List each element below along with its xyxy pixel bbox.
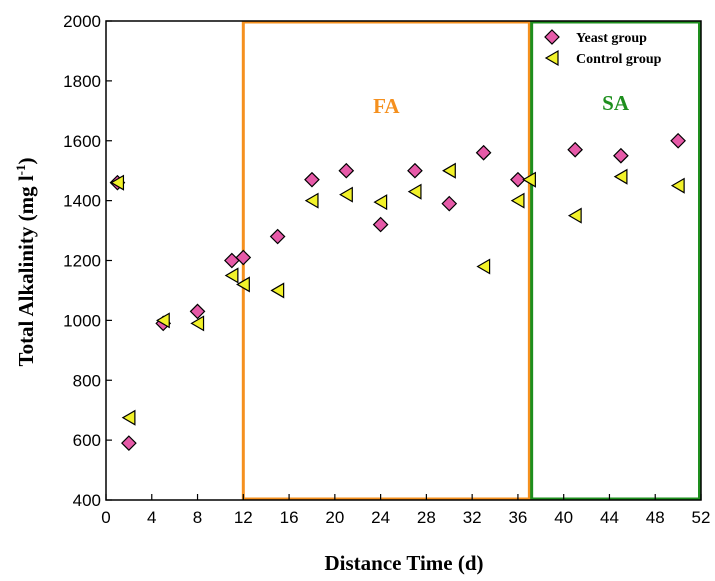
- yeast-point: [441, 195, 458, 212]
- y-tick-label: 1000: [63, 311, 101, 330]
- x-tick-label: 4: [147, 508, 156, 527]
- y-tick-label: 1800: [63, 72, 101, 91]
- y-axis-title-sup: -1: [13, 164, 28, 175]
- yeast-point: [269, 228, 286, 245]
- ticks-layer: 0 4 8 12 16 20 24 28 32 36 40 44 48 52400600800100012…: [63, 12, 710, 527]
- yeast-point: [475, 144, 492, 161]
- control-point: [407, 183, 422, 200]
- legend-label-control: Control group: [576, 52, 662, 67]
- x-tick-label: 16: [280, 508, 299, 527]
- legend-label-yeast: Yeast group: [576, 31, 647, 46]
- x-tick-label: 44: [600, 508, 619, 527]
- control-point: [190, 315, 205, 332]
- regions-layer: [241, 20, 702, 501]
- legend-marker-control: [544, 49, 559, 67]
- markers-layer: [109, 132, 686, 451]
- control-point: [110, 174, 125, 191]
- x-tick-label: 24: [371, 508, 390, 527]
- control-point: [567, 207, 582, 224]
- region-sa-box: [530, 20, 702, 501]
- legend-marker-yeast: [544, 29, 560, 45]
- y-tick-label: 800: [73, 371, 101, 390]
- y-axis-title-main: Total Alkalinity (mg l: [14, 175, 38, 366]
- control-point: [236, 276, 250, 293]
- control-point: [670, 177, 685, 194]
- series-control: [110, 162, 685, 426]
- control-point: [224, 267, 239, 284]
- x-tick-label: 52: [692, 508, 711, 527]
- control-point: [442, 162, 456, 179]
- control-point: [270, 282, 285, 299]
- yeast-point: [304, 171, 320, 188]
- y-tick-label: 1400: [63, 192, 101, 211]
- control-point: [510, 192, 525, 209]
- x-axis-title: Distance Time (d): [324, 551, 483, 575]
- yeast-point: [372, 216, 389, 233]
- x-tick-label: 40: [554, 508, 573, 527]
- x-tick-label: 36: [508, 508, 527, 527]
- yeast-point: [189, 303, 206, 320]
- y-tick-label: 1200: [63, 252, 101, 271]
- labels-layer: FA SA: [373, 91, 630, 118]
- region-sa-label: SA: [602, 91, 630, 115]
- yeast-point: [567, 141, 583, 158]
- control-point: [339, 186, 353, 203]
- x-tick-label: 20: [325, 508, 344, 527]
- y-tick-label: 2000: [63, 12, 101, 31]
- yeast-point: [670, 132, 686, 149]
- y-tick-label: 1600: [63, 132, 101, 151]
- control-point: [121, 409, 136, 426]
- yeast-point: [338, 162, 355, 179]
- x-tick-label: 32: [463, 508, 482, 527]
- y-tick-label: 400: [73, 491, 101, 510]
- control-point: [156, 312, 170, 329]
- control-point: [522, 171, 536, 188]
- control-point: [476, 258, 491, 275]
- y-axis-title: Total Alkalinity (mg l-1): [13, 157, 38, 366]
- control-point: [373, 194, 388, 211]
- region-fa-label: FA: [373, 94, 400, 118]
- yeast-point: [224, 252, 240, 269]
- yeast-point: [235, 249, 252, 266]
- y-axis-title-end: ): [14, 157, 38, 164]
- yeast-point: [407, 162, 423, 179]
- yeast-point: [510, 171, 526, 188]
- y-tick-label: 600: [73, 431, 101, 450]
- legend: Yeast group Control group: [544, 29, 662, 67]
- x-tick-label: 8: [193, 508, 202, 527]
- control-point: [613, 168, 628, 185]
- series-yeast: [109, 132, 686, 451]
- x-tick-label: 48: [646, 508, 665, 527]
- yeast-point: [613, 147, 629, 164]
- x-tick-label: 0: [101, 508, 110, 527]
- x-tick-label: 28: [417, 508, 436, 527]
- x-tick-label: 12: [234, 508, 253, 527]
- yeast-point: [121, 435, 137, 451]
- control-point: [304, 192, 319, 209]
